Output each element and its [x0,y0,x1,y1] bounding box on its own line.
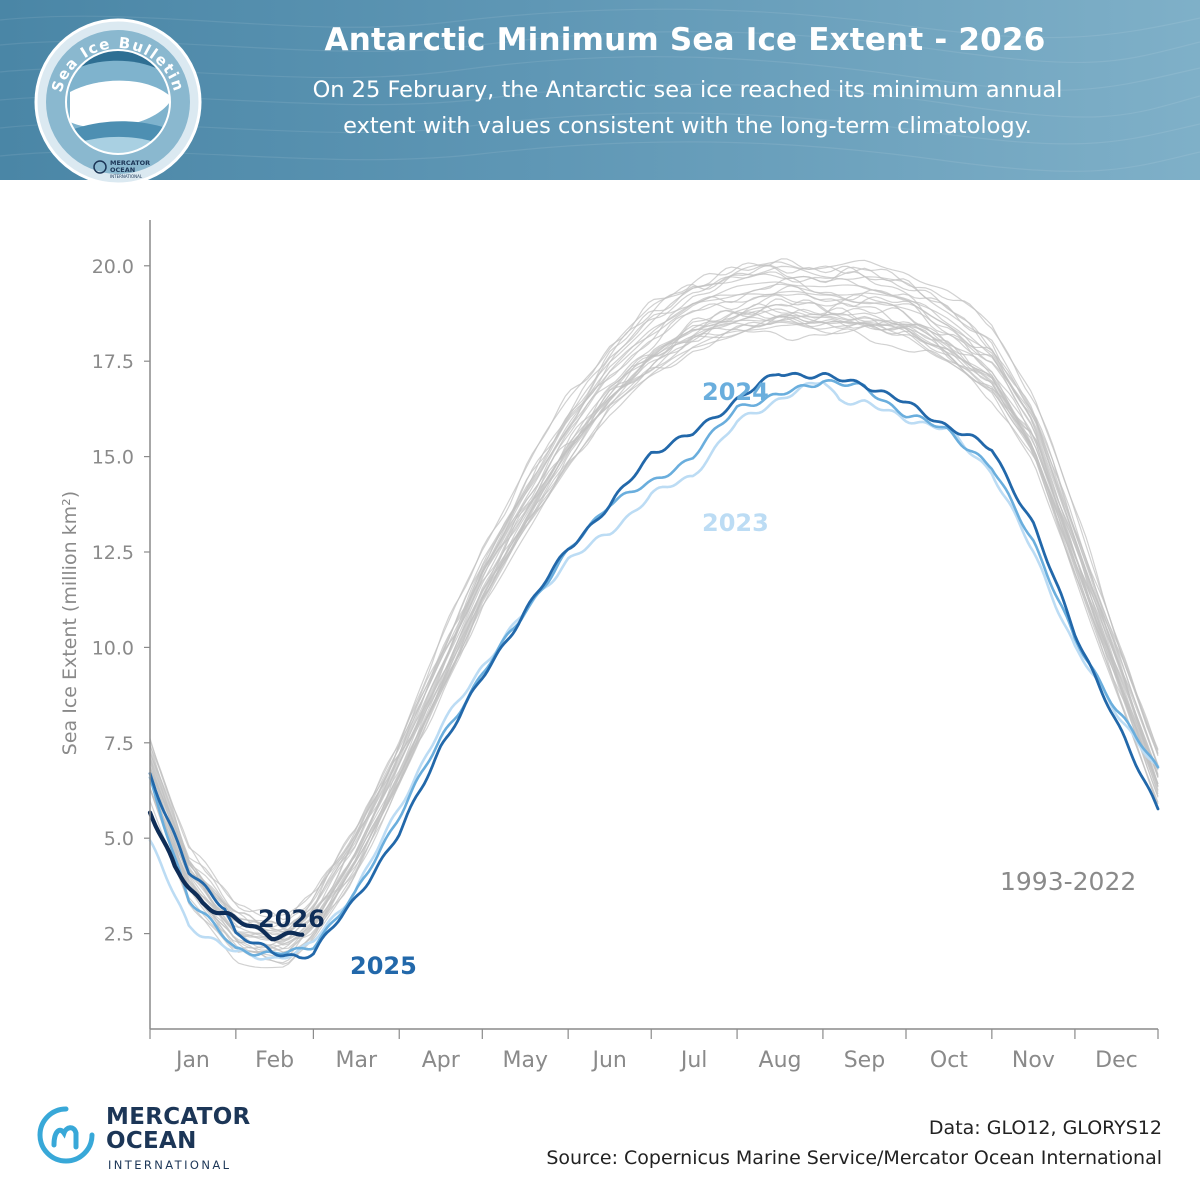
climatology-line [149,273,1159,918]
data-credit: Data: GLO12, GLORYS12 [928,1117,1162,1139]
climatology-line [149,271,1159,941]
climatology-line [149,316,1159,965]
y-tick-label: 10.0 [92,637,134,659]
climatology-line [149,265,1159,927]
x-tick-label: May [502,1048,547,1073]
series-label-2023: 2023 [702,509,769,537]
y-tick-label: 5.0 [104,828,134,850]
y-tick-label: 12.5 [92,542,134,564]
y-tick-label: 20.0 [92,256,134,278]
y-axis-label: Sea Ice Extent (million km²) [59,491,81,755]
x-tick-label: Apr [422,1048,461,1073]
climatology-line [149,302,1159,933]
banner-wave-pattern [0,8,1200,172]
climatology-line [149,328,1159,959]
series-label-2024: 2024 [702,378,769,406]
climatology-line [149,315,1159,944]
credits: Data: GLO12, GLORYS12 Source: Copernicus… [546,1113,1162,1173]
y-tick-label: 2.5 [104,924,134,946]
climatology-lines [149,258,1159,969]
sea-ice-bulletin-badge: Sea Ice Bulletin MERCATOR OCEAN INTERNAT… [34,18,202,186]
series-label-2026: 2026 [258,905,325,933]
mercator-ocean-logo: MERCATOR OCEAN INTERNATIONAL [34,1103,274,1178]
source-credit: Source: Copernicus Marine Service/Mercat… [546,1147,1162,1169]
logo-subtext: INTERNATIONAL [108,1158,232,1172]
climatology-line [149,265,1159,936]
climatology-line [149,313,1159,953]
subtitle-line-2: extent with values consistent with the l… [343,113,1032,139]
climatology-line [149,321,1159,960]
y-tick-label: 7.5 [104,733,134,755]
climatology-line [149,283,1159,945]
series-line-2023 [148,380,1160,961]
y-tick-label: 15.0 [92,447,134,469]
x-tick-label: Jun [591,1048,627,1073]
x-tick-label: Oct [930,1048,968,1073]
sea-ice-extent-chart: 2.5 5.0 7.5 10.0 12.5 15.0 17.5 20.0 Jan Feb Mar Ap… [59,220,1160,1073]
climatology-line [149,298,1159,931]
badge-logo-line2: OCEAN [110,166,135,174]
x-tick-label: Jan [174,1048,210,1073]
climatology-line [149,290,1159,936]
subtitle-line-1: On 25 February, the Antarctic sea ice re… [312,77,1063,103]
climatology-line [149,258,1159,921]
badge-logo-icon [93,160,107,174]
badge-logo-line1: MERCATOR [110,159,150,167]
x-tick-label: Aug [759,1048,802,1073]
x-tick-label: Mar [336,1048,378,1073]
series-labels: 2024 2023 2026 2025 1993-2022 [258,378,1136,980]
climatology-line [149,284,1159,931]
climatology-label: 1993-2022 [1000,867,1136,896]
logo-text: MERCATOR OCEAN [106,1105,251,1153]
x-tick-label: Sep [844,1048,885,1073]
climatology-line [149,259,1159,933]
y-tick-label: 17.5 [92,351,134,373]
series-lines [147,371,1160,961]
mercator-m-icon [37,1106,95,1164]
series-line-2024 [148,378,1160,957]
logo-line-2: OCEAN [106,1128,197,1154]
badge-logo-line3: INTERNATIONAL [110,174,143,179]
x-tick-label: Dec [1095,1048,1138,1073]
climatology-line [149,294,1159,964]
climatology-line [149,303,1159,953]
page-subtitle: On 25 February, the Antarctic sea ice re… [215,72,1160,144]
page-title: Antarctic Minimum Sea Ice Extent - 2026 [324,22,1046,58]
climatology-line [149,277,1159,932]
series-line-2026 [147,810,305,942]
chart-axes: 2.5 5.0 7.5 10.0 12.5 15.0 17.5 20.0 Jan Feb Mar Ap… [92,220,1159,1073]
header-banner: Antarctic Minimum Sea Ice Extent - 2026 … [0,0,1200,180]
x-tick-label: Nov [1012,1048,1055,1073]
x-tick-label: Feb [255,1048,294,1073]
logo-line-1: MERCATOR [106,1104,251,1130]
series-label-2025: 2025 [350,952,417,980]
climatology-line [149,299,1159,951]
x-tick-label: Jul [679,1048,708,1073]
series-line-2025 [148,371,1160,960]
